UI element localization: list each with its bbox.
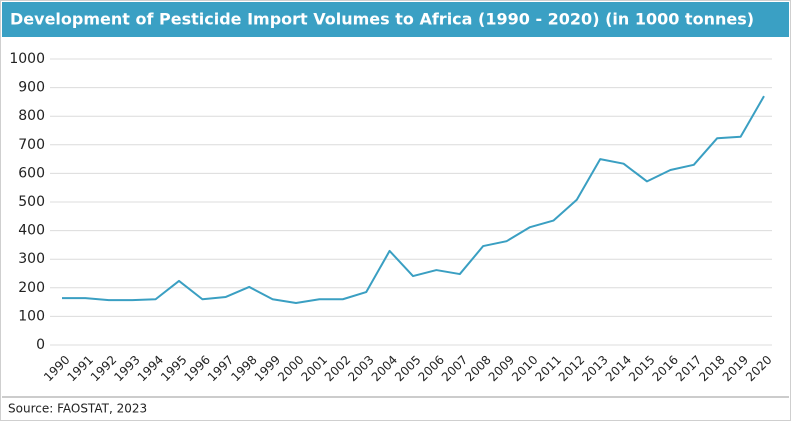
y-tick-label: 300	[18, 251, 45, 267]
data-line	[62, 95, 765, 304]
header-bar	[2, 2, 789, 37]
chart-title: Development of Pesticide Import Volumes …	[10, 10, 754, 29]
y-tick-label: 400	[18, 223, 45, 239]
y-tick-label: 100	[18, 308, 45, 324]
y-tick-label: 200	[18, 280, 45, 296]
y-tick-label: 700	[18, 137, 45, 153]
source-note: Source: FAOSTAT, 2023	[8, 402, 147, 416]
y-tick-label: 0	[36, 337, 45, 353]
y-tick-label: 600	[18, 165, 45, 181]
y-tick-label: 900	[18, 80, 45, 96]
y-tick-label: 1000	[9, 51, 45, 67]
y-tick-label: 800	[18, 108, 45, 124]
y-tick-label: 500	[18, 194, 45, 210]
